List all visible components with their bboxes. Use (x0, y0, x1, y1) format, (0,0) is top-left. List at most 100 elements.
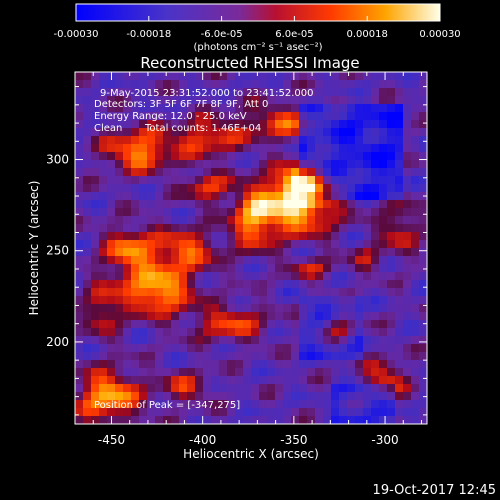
heatmap-cell (331, 120, 340, 129)
heatmap-cell (323, 400, 332, 409)
heatmap-cell (347, 136, 356, 145)
heatmap-cell (163, 232, 172, 241)
heatmap-cell (419, 344, 428, 353)
heatmap-cell (139, 280, 148, 289)
heatmap-cell (219, 416, 228, 425)
heatmap-cell (227, 152, 236, 161)
heatmap-cell (147, 136, 156, 145)
heatmap-cell (275, 392, 284, 401)
heatmap-cell (219, 160, 228, 169)
heatmap-cell (323, 408, 332, 417)
heatmap-cell (243, 344, 252, 353)
heatmap-cell (211, 352, 220, 361)
heatmap-cell (123, 376, 132, 385)
heatmap-cell (123, 160, 132, 169)
heatmap-cell (291, 152, 300, 161)
heatmap-cell (179, 344, 188, 353)
heatmap-cell (299, 128, 308, 137)
heatmap-cell (235, 280, 244, 289)
heatmap-cell (155, 304, 164, 313)
heatmap-cell (107, 400, 116, 409)
heatmap-cell (419, 256, 428, 265)
heatmap-cell (115, 232, 124, 241)
heatmap-cell (411, 240, 420, 249)
heatmap-cell (259, 344, 268, 353)
heatmap-cell (323, 128, 332, 137)
heatmap-cell (243, 136, 252, 145)
heatmap-cell (203, 392, 212, 401)
heatmap-cell (251, 360, 260, 369)
heatmap-cell (91, 240, 100, 249)
heatmap-cell (363, 144, 372, 153)
heatmap-cell (411, 200, 420, 209)
heatmap-cell (187, 296, 196, 305)
heatmap-cell (243, 360, 252, 369)
heatmap-cell (331, 272, 340, 281)
heatmap-cell (355, 400, 364, 409)
heatmap-cell (307, 200, 316, 209)
heatmap-cell (91, 152, 100, 161)
heatmap-cell (195, 312, 204, 321)
heatmap-cell (115, 280, 124, 289)
heatmap-cell (147, 336, 156, 345)
heatmap-cell (243, 280, 252, 289)
heatmap-cell (363, 400, 372, 409)
heatmap-cell (115, 360, 124, 369)
heatmap-cell (107, 272, 116, 281)
heatmap-cell (107, 240, 116, 249)
heatmap-cell (347, 248, 356, 257)
heatmap-cell (83, 400, 92, 409)
heatmap-cell (259, 176, 268, 185)
heatmap-cell (163, 216, 172, 225)
heatmap-cell (211, 280, 220, 289)
heatmap-cell (187, 400, 196, 409)
heatmap-cell (91, 416, 100, 425)
heatmap-cell (155, 168, 164, 177)
heatmap-cell (331, 96, 340, 105)
heatmap-cell (203, 312, 212, 321)
heatmap-cell (347, 72, 356, 81)
heatmap-cell (267, 384, 276, 393)
heatmap-cell (347, 176, 356, 185)
heatmap-cell (99, 248, 108, 257)
heatmap-cell (419, 120, 428, 129)
heatmap-cell (387, 144, 396, 153)
heatmap-cell (267, 416, 276, 425)
heatmap-cell (339, 240, 348, 249)
heatmap-cell (211, 368, 220, 377)
heatmap-cell (187, 136, 196, 145)
heatmap-cell (315, 144, 324, 153)
heatmap-cell (315, 128, 324, 137)
heatmap-cell (347, 80, 356, 89)
heatmap-cell (299, 248, 308, 257)
colorbar-tick-label: 6.0e-05 (275, 29, 313, 40)
heatmap-cell (195, 200, 204, 209)
heatmap-cell (243, 72, 252, 81)
heatmap-cell (275, 280, 284, 289)
heatmap-cell (75, 176, 84, 185)
heatmap-cell (155, 384, 164, 393)
heatmap-cell (371, 248, 380, 257)
heatmap-cell (123, 280, 132, 289)
heatmap-cell (75, 128, 84, 137)
heatmap-cell (115, 192, 124, 201)
heatmap-cell (75, 208, 84, 217)
heatmap-cell (259, 408, 268, 417)
heatmap-cell (179, 400, 188, 409)
heatmap-cell (259, 200, 268, 209)
heatmap-cell (147, 232, 156, 241)
heatmap-cell (251, 400, 260, 409)
heatmap-cell (107, 304, 116, 313)
heatmap-cell (371, 272, 380, 281)
heatmap-cell (171, 248, 180, 257)
heatmap-cell (243, 144, 252, 153)
heatmap-cell (315, 112, 324, 121)
heatmap-cell (227, 320, 236, 329)
heatmap-cell (267, 96, 276, 105)
heatmap-cell (195, 280, 204, 289)
heatmap-cell (339, 280, 348, 289)
heatmap-cell (395, 400, 404, 409)
heatmap-cell (371, 280, 380, 289)
heatmap-cell (403, 272, 412, 281)
heatmap-cell (323, 288, 332, 297)
